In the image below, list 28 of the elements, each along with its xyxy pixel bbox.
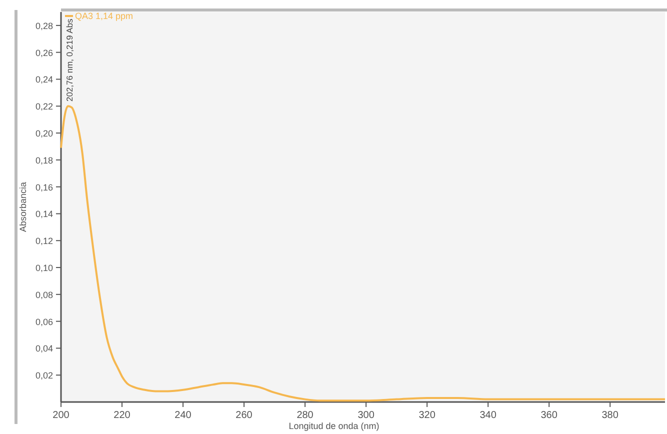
legend-label: QA3 1,14 ppm (75, 11, 134, 21)
y-tick-label: 0,02 (35, 370, 53, 381)
y-tick-label: 0,18 (35, 155, 53, 166)
y-tick-label: 0,20 (35, 128, 53, 139)
y-tick-label: 0,26 (35, 48, 53, 58)
y-tick-label: 0,06 (35, 316, 53, 327)
y-axis-title: Absorbancia (18, 182, 28, 232)
x-tick-label: 220 (114, 410, 131, 421)
x-tick-label: 300 (358, 410, 375, 421)
y-tick-label: 0,10 (35, 263, 53, 274)
x-tick-label: 380 (602, 410, 619, 421)
y-tick-label: 0,16 (35, 182, 53, 192)
y-tick-label: 0,28 (35, 20, 53, 31)
y-tick-label: 0,14 (35, 209, 53, 220)
y-tick-label: 0,22 (35, 102, 53, 112)
x-tick-label: 320 (418, 410, 436, 421)
x-tick-label: 340 (480, 410, 497, 421)
y-tick-label: 0,04 (35, 344, 53, 354)
x-tick-label: 280 (296, 410, 314, 421)
y-tick-label: 0,24 (35, 74, 53, 85)
x-axis-title: Longitud de onda (nm) (288, 421, 380, 431)
x-tick-label: 200 (52, 410, 70, 421)
x-tick-label: 260 (236, 410, 253, 421)
y-tick-label: 0,12 (35, 236, 53, 246)
x-tick-label: 360 (540, 410, 558, 421)
x-tick-label: 240 (174, 410, 192, 421)
annotation: 202,76 nm, 0,219 Abs (64, 18, 74, 102)
y-tick-label: 0,08 (35, 290, 53, 300)
